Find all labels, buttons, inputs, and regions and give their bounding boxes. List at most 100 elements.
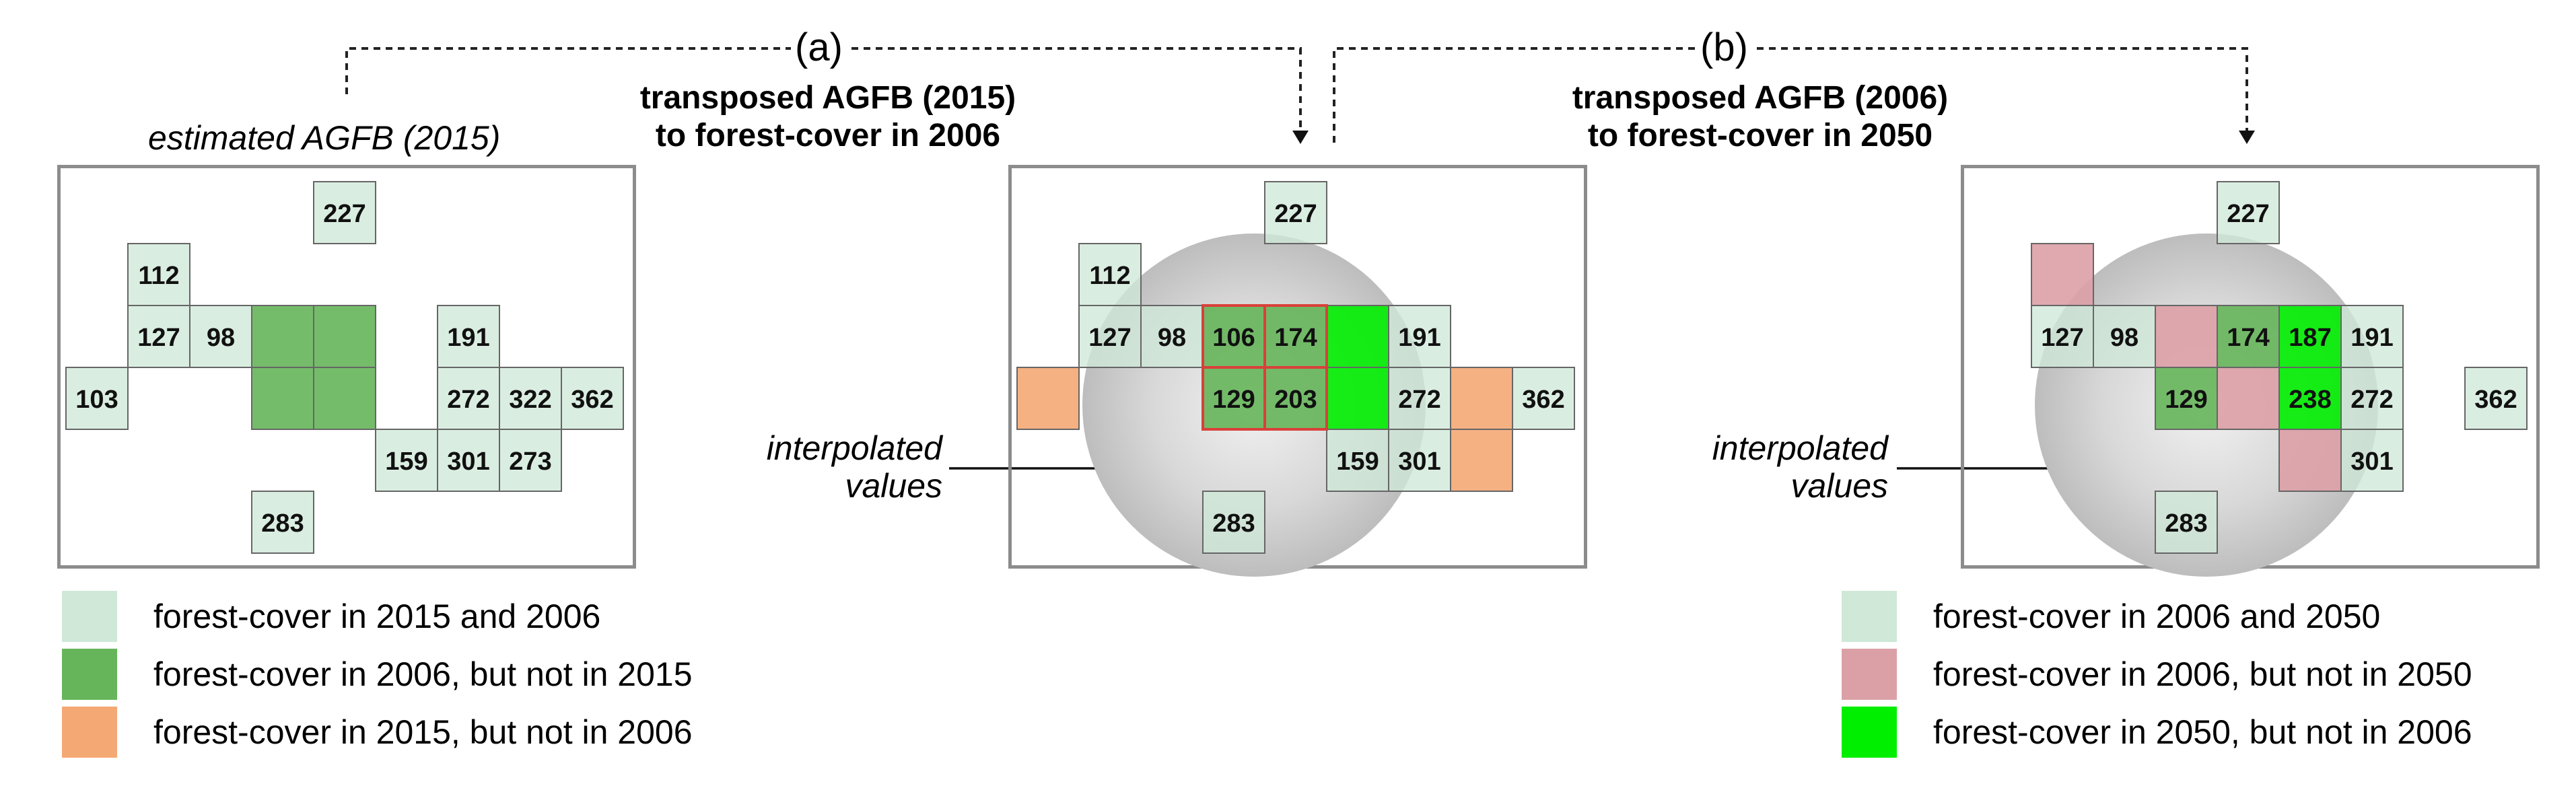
title-middle-line1: transposed AGFB (2015) [639,80,1016,116]
cell-value: 103 [75,386,118,414]
panel-transposed-2050: 227 127 98 174 187 191 129 238 272 362 301 283 [1961,165,2540,577]
bracket-b-right [1757,47,2248,133]
grid-cell [1512,367,1575,430]
cell-value: 112 [1089,262,1130,290]
grid-cell [1078,305,1142,368]
cell-value: 187 [2289,324,2331,352]
cell-value: 362 [2474,386,2517,414]
cell-value: 273 [509,447,551,476]
cell-value: 106 [1212,324,1255,352]
title-right-line1: transposed AGFB (2006) [1572,80,1949,116]
cell-value: 362 [1522,386,1564,414]
arrowhead-b [2239,131,2255,144]
cell-value: 283 [261,509,304,538]
bracket-a-left [345,47,791,94]
grid-cell [437,429,500,492]
grid-cell [1202,366,1266,431]
grid-cell [499,367,562,430]
cell-value: 127 [1088,324,1131,352]
grid-cell [2031,305,2094,368]
grid-cell [2217,181,2280,244]
estimated-title: estimated AGFB (2015) [148,119,501,157]
grid-cell [1326,305,1389,368]
grid-cell [65,367,129,430]
cell-value: 129 [2165,386,2207,414]
legend-label: forest-cover in 2006, but not in 2050 [1933,655,2472,693]
legend-label: forest-cover in 2006, but not in 2015 [153,655,693,693]
grid-cell [1202,304,1266,369]
cell-value: 238 [2289,386,2331,414]
cell-value: 227 [2227,200,2269,228]
title-middle-line2: to forest-cover in 2006 [655,118,1001,153]
grid-cells: 227 127 98 174 187 191 129 238 272 362 301 283 [2031,181,2528,554]
panel-estimated-2015: 227 112 127 98 191 103 272 322 362 159 301 273 283 [57,165,636,569]
legend-swatch [1842,707,1897,758]
cell-value: 272 [447,386,489,414]
cell-value: 127 [137,324,180,352]
grid-cell [561,367,624,430]
grid-cell [437,305,500,368]
grid-cell [2155,305,2218,368]
grid-cell [313,305,376,368]
cell-value: 272 [1398,386,1440,414]
cell-value: 301 [447,447,489,476]
legend-label: forest-cover in 2015 and 2006 [153,598,601,635]
interp-label-b-line2: values [1790,467,1888,505]
grid-cell [1078,243,1142,306]
arrowhead-a [1292,131,1309,144]
grid-cell [251,305,314,368]
cell-value: 159 [1336,447,1379,476]
label-a: (a) [795,26,843,69]
grid-cells: 227 112 127 98 191 103 272 322 362 159 301 273 283 [65,181,624,554]
cell-value: 127 [2041,324,2083,352]
bracket-a-right [851,47,1302,133]
grid-cell [251,367,314,430]
interp-label-b-line1: interpolated [1712,429,1888,467]
interp-label-b: interpolated values [1619,429,1888,505]
cell-value: 112 [138,262,179,290]
cell-value: 322 [509,386,551,414]
grid-cells: 227 112 127 98 191 272 362 159 301 283 106 174 129 20… [1016,181,1575,554]
cell-value: 283 [1212,509,1255,538]
grid-cell [251,491,314,554]
grid-cell [2278,305,2342,368]
grid-cell [313,181,376,244]
legend-swatch [62,707,117,758]
legend-label: forest-cover in 2050, but not in 2006 [1933,713,2472,751]
grid-cell [313,367,376,430]
grid-cell [1450,429,1513,492]
cell-value: 203 [1274,386,1317,414]
cell-value: 191 [447,324,489,352]
title-right-line2: to forest-cover in 2050 [1587,118,1933,153]
grid-cell [2340,305,2404,368]
grid-cell [127,243,190,306]
interp-label-a-line2: values [845,467,942,505]
grid-cell [1016,367,1080,430]
cell-value: 301 [2351,447,2393,476]
legend-swatch [1842,591,1897,642]
grid-cell [2155,367,2218,430]
legend-swatch [1842,649,1897,700]
label-b: (b) [1700,26,1748,69]
cell-value: 227 [323,200,365,228]
cell-value: 98 [1158,324,1186,352]
grid-estimated-2015: 227 112 127 98 191 103 272 322 362 159 301 273 283 [65,181,624,554]
grid-cell [2340,367,2404,430]
title-right: transposed AGFB (2006) to forest-cover i… [1525,79,1996,155]
cell-value: 174 [1274,324,1317,352]
grid-cell [1264,181,1327,244]
grid-cell [375,429,438,492]
cell-value: 159 [385,447,427,476]
interp-label-a-line1: interpolated [766,429,942,467]
grid-cell [1202,491,1265,554]
grid-cell [499,429,562,492]
grid-cell [1450,367,1513,430]
cell-value: 174 [2227,324,2269,352]
title-middle: transposed AGFB (2015) to forest-cover i… [592,79,1064,155]
grid-cell [2340,429,2404,492]
cell-value: 129 [1212,386,1255,414]
legend-label: forest-cover in 2006 and 2050 [1933,598,2381,635]
grid-cell [1326,367,1389,430]
grid-cell [127,305,190,368]
